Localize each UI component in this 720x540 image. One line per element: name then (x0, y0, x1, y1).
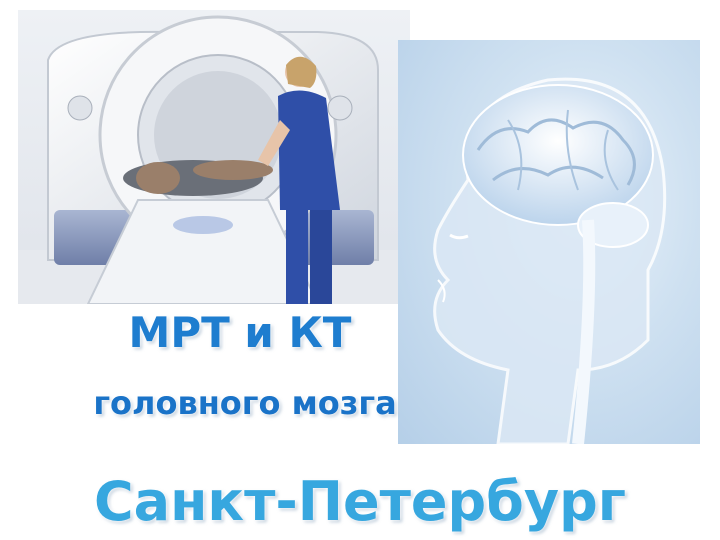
ct-scanner-photo (18, 10, 410, 304)
ct-scanner-illustration (18, 15, 410, 304)
brain-anatomy-illustration (398, 40, 700, 444)
city-title: Санкт-Петербург (94, 470, 626, 533)
brain-head-illustration (433, 77, 667, 444)
headline-mrt-kt: МРТ и КТ (128, 308, 352, 357)
headline-subtitle: головного мозга (93, 384, 397, 422)
